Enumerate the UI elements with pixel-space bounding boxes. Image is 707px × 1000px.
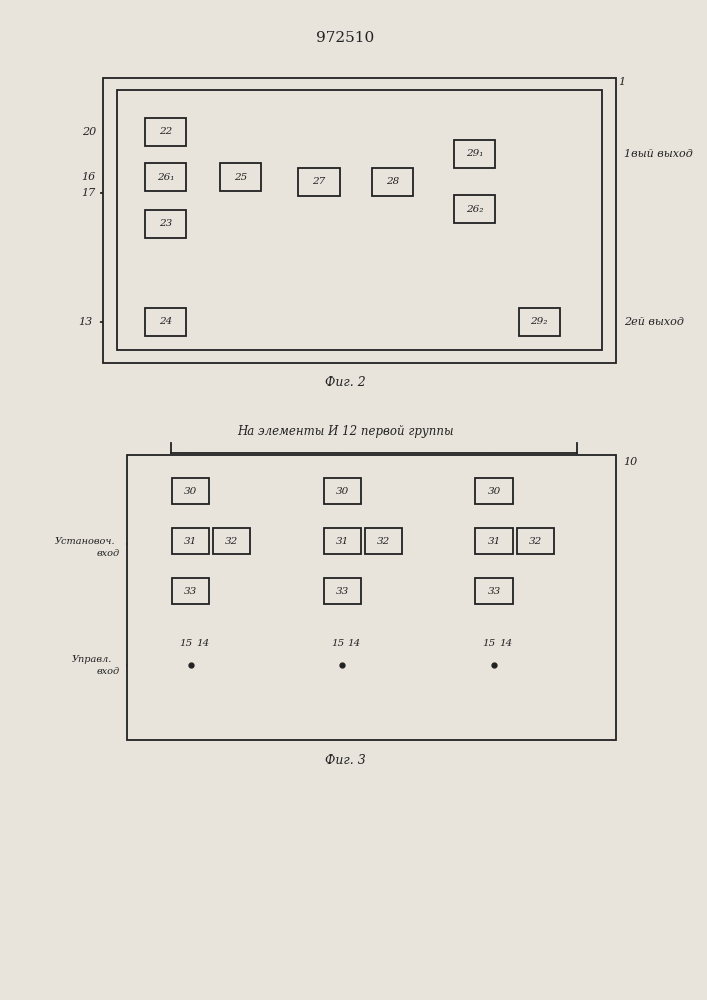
- Text: 31: 31: [336, 536, 349, 546]
- Text: 33: 33: [184, 586, 197, 595]
- Text: 31: 31: [184, 536, 197, 546]
- Bar: [324, 528, 361, 554]
- Text: 10: 10: [624, 457, 638, 467]
- Text: 32: 32: [226, 536, 238, 546]
- Text: 30: 30: [336, 487, 349, 495]
- Bar: [145, 118, 186, 146]
- Bar: [454, 195, 495, 223]
- Text: 32: 32: [377, 536, 390, 546]
- Text: Установоч.: Установоч.: [55, 536, 115, 546]
- Bar: [324, 478, 361, 504]
- Text: 30: 30: [487, 487, 501, 495]
- Bar: [517, 528, 554, 554]
- Text: 20: 20: [81, 127, 96, 137]
- Bar: [220, 163, 261, 191]
- Text: 1: 1: [619, 77, 626, 87]
- Text: 2ей выход: 2ей выход: [624, 317, 684, 327]
- Bar: [117, 90, 602, 350]
- Text: 17: 17: [81, 188, 96, 198]
- Bar: [173, 478, 209, 504]
- Text: 14: 14: [348, 640, 361, 648]
- Text: 32: 32: [529, 536, 542, 546]
- Bar: [365, 528, 402, 554]
- Text: 29₂: 29₂: [530, 318, 548, 326]
- Text: 31: 31: [487, 536, 501, 546]
- Text: 24: 24: [159, 318, 172, 326]
- Text: На элементы И 12 первой группы: На элементы И 12 первой группы: [237, 426, 454, 438]
- Text: вход: вход: [96, 548, 119, 558]
- Text: 15: 15: [180, 640, 192, 648]
- Text: 15: 15: [331, 640, 344, 648]
- Text: 15: 15: [483, 640, 496, 648]
- Text: 28: 28: [386, 178, 399, 186]
- Bar: [324, 578, 361, 604]
- Bar: [173, 578, 209, 604]
- Bar: [145, 163, 186, 191]
- Text: 14: 14: [499, 640, 513, 648]
- Bar: [127, 455, 617, 740]
- Bar: [173, 528, 209, 554]
- Text: Фиг. 3: Фиг. 3: [325, 754, 366, 766]
- Bar: [145, 210, 186, 238]
- Text: 22: 22: [159, 127, 172, 136]
- Text: 16: 16: [81, 172, 96, 182]
- Text: вход: вход: [96, 668, 119, 676]
- Text: 1вый выход: 1вый выход: [624, 149, 693, 159]
- Text: 23: 23: [159, 220, 172, 229]
- Text: Фиг. 2: Фиг. 2: [325, 376, 366, 389]
- Bar: [476, 528, 513, 554]
- Text: 972510: 972510: [316, 31, 375, 45]
- Text: 29₁: 29₁: [466, 149, 483, 158]
- Text: 26₂: 26₂: [466, 205, 483, 214]
- Text: 33: 33: [487, 586, 501, 595]
- Text: 27: 27: [312, 178, 326, 186]
- Text: 26₁: 26₁: [157, 172, 174, 182]
- Text: Управл.: Управл.: [72, 656, 112, 664]
- Bar: [214, 528, 250, 554]
- Text: 30: 30: [184, 487, 197, 495]
- Text: 33: 33: [336, 586, 349, 595]
- Bar: [518, 308, 560, 336]
- Bar: [298, 168, 339, 196]
- Bar: [145, 308, 186, 336]
- Text: 13: 13: [78, 317, 93, 327]
- Bar: [103, 78, 617, 363]
- Bar: [454, 140, 495, 168]
- Text: 14: 14: [196, 640, 209, 648]
- Bar: [372, 168, 413, 196]
- Bar: [476, 478, 513, 504]
- Text: 25: 25: [234, 172, 247, 182]
- Bar: [476, 578, 513, 604]
